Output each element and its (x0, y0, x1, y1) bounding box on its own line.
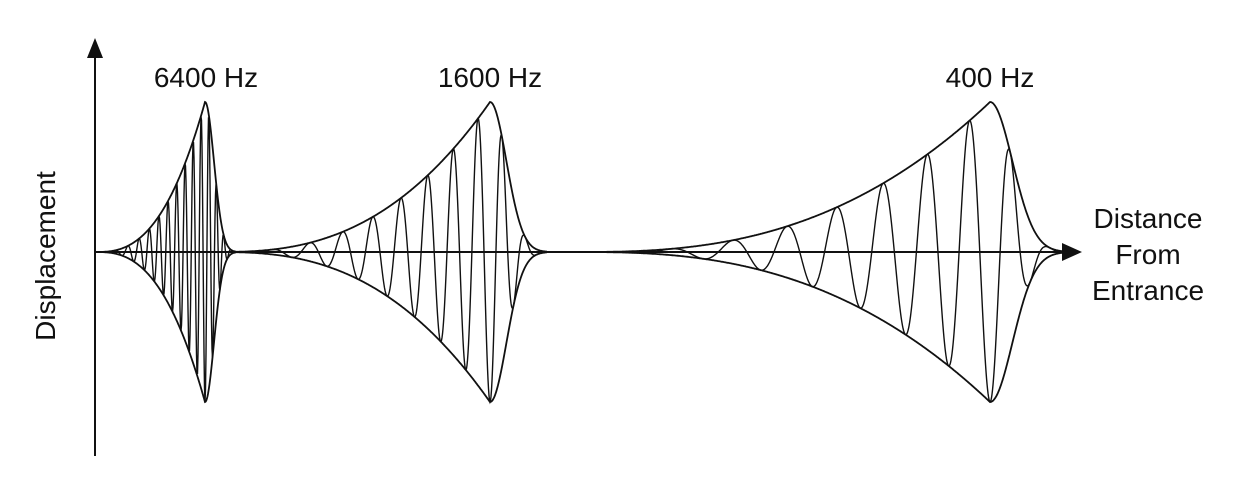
x-axis-label: Distance From Entrance (1086, 201, 1210, 309)
wave-400hz (578, 101, 1069, 404)
wave-1600hz (216, 101, 547, 405)
envelope-lower-1600hz (216, 251, 547, 403)
wave-6400hz (96, 100, 237, 404)
envelope-upper-400hz (578, 101, 1069, 253)
envelope-upper-6400hz (96, 100, 236, 253)
label-6400hz: 6400 Hz (153, 62, 259, 93)
y-axis-arrowhead (87, 38, 103, 58)
envelope-upper-1600hz (216, 101, 547, 253)
label-1600hz: 1600 Hz (437, 62, 543, 93)
x-axis-label-line-2: From (1115, 239, 1181, 270)
oscillation-1600hz (216, 117, 547, 405)
x-axis-label-line-1: Distance (1093, 203, 1203, 234)
envelope-lower-6400hz (96, 251, 236, 404)
envelope-lower-400hz (578, 251, 1069, 403)
oscillation-6400hz (96, 116, 237, 403)
x-axis-label-line-3: Entrance (1091, 275, 1205, 306)
y-axis-label: Displacement (30, 171, 61, 341)
y-axis (87, 38, 103, 456)
x-axis-arrowhead (1062, 243, 1082, 261)
oscillation-400hz (578, 119, 1069, 404)
label-400hz: 400 Hz (945, 62, 1035, 93)
